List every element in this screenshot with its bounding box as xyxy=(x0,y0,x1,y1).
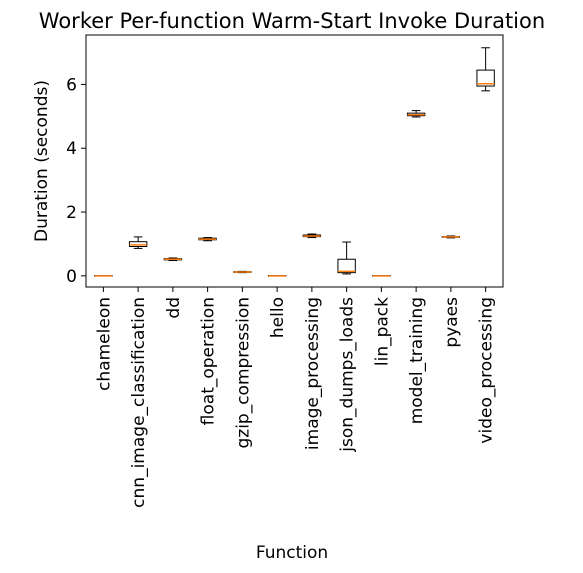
chart-title: Worker Per-function Warm-Start Invoke Du… xyxy=(39,9,545,33)
box-gzip_compression xyxy=(233,270,252,274)
box-chameleon xyxy=(94,275,113,277)
y-axis-label: Duration (seconds) xyxy=(32,80,52,242)
x-tick-label: chameleon xyxy=(94,297,114,391)
iqr-box xyxy=(476,69,495,87)
y-tick-label: 6 xyxy=(66,75,77,95)
x-tick-label: lin_pack xyxy=(372,297,392,366)
x-tick-label: image_processing xyxy=(303,297,323,450)
x-tick-label: pyaes xyxy=(442,297,462,348)
x-tick-label: float_operation xyxy=(199,297,219,425)
y-tick-label: 0 xyxy=(66,267,77,287)
box-image_processing xyxy=(302,233,322,239)
box-hello xyxy=(267,275,287,277)
y-tick-label: 2 xyxy=(66,203,77,223)
x-axis: chameleon cnn_image_classification dd float… xyxy=(94,287,497,508)
x-axis-label: Function xyxy=(256,543,328,563)
box-pyaes xyxy=(441,235,461,239)
box-float_operation xyxy=(198,237,217,242)
x-tick-label: video_processing xyxy=(477,297,497,444)
plot-area xyxy=(85,34,504,288)
x-tick-label: hello xyxy=(268,297,288,338)
x-tick-label: gzip_compression xyxy=(233,297,253,449)
x-tick-label: model_training xyxy=(407,297,427,424)
iqr-box xyxy=(128,241,148,247)
y-tick-label: 4 xyxy=(66,139,77,159)
x-tick-label: json_dumps_loads xyxy=(338,297,358,453)
x-tick-label: dd xyxy=(164,297,184,319)
iqr-box xyxy=(337,258,356,274)
x-tick-label: cnn_image_classification xyxy=(129,297,149,508)
box-json_dumps_loads xyxy=(337,241,356,275)
boxes-group xyxy=(94,47,495,277)
box-cnn_image_classification xyxy=(128,236,148,249)
box-video_processing xyxy=(476,47,495,92)
box-model_training xyxy=(406,110,426,118)
y-axis: 0 2 4 6 xyxy=(66,75,86,287)
box-lin_pack xyxy=(372,275,391,277)
box-dd xyxy=(163,257,183,262)
